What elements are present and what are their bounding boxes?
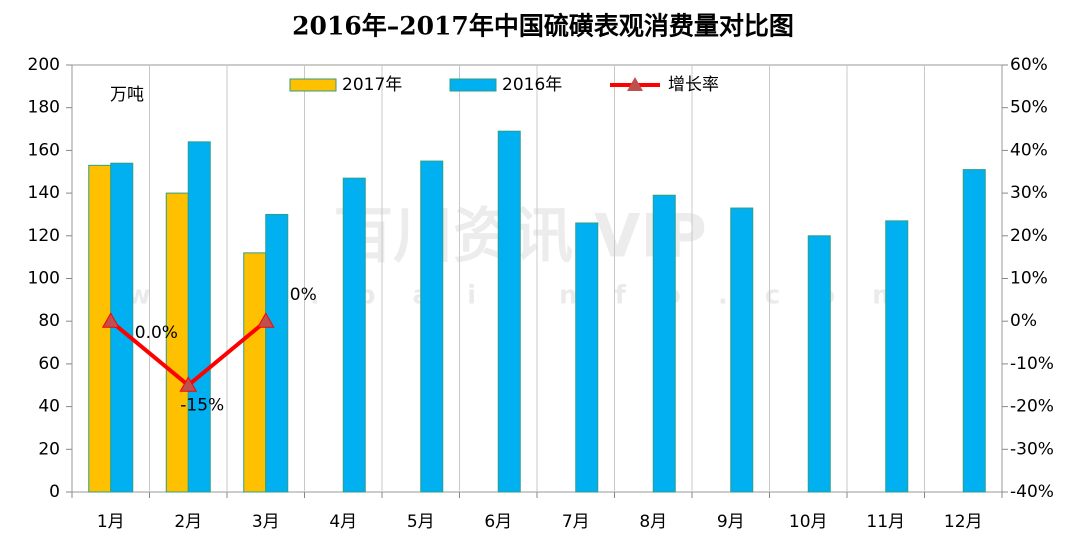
y2-tick-label: 40% [1010,140,1048,160]
bar [265,213,289,493]
bar [885,220,909,493]
y2-tick-label: -20% [1010,397,1054,417]
y-tick-label: 120 [28,226,60,246]
x-tick-label: 8月 [639,512,667,532]
y-tick-label: 20 [38,439,60,459]
y2-tick-label: -40% [1010,482,1054,502]
data-label: -15% [180,395,224,415]
x-tick-label: 7月 [562,512,590,532]
x-tick-label: 11月 [866,512,905,532]
y2-tick-label: 50% [1010,98,1048,118]
legend-label: 增长率 [668,75,719,95]
bar [962,169,986,493]
legend-label: 2017年 [342,75,402,95]
marker [256,312,275,328]
legend-swatch [289,78,337,92]
x-tick-label: 3月 [252,512,280,532]
bar [807,235,831,493]
marker [101,312,120,328]
legend-swatch [627,77,643,91]
chart-title: 2016年–2017年中国硫磺表观消费量对比图 [292,12,794,41]
bar [652,194,676,493]
y-tick-label: 40 [38,397,60,417]
bar [497,130,521,493]
bar [575,222,599,493]
x-tick-label: 5月 [407,512,435,532]
legend-swatch [449,78,497,92]
bar [342,177,366,493]
y-tick-label: 180 [28,98,60,118]
data-label: 0.0% [135,323,178,343]
bar [243,252,267,493]
bar [88,164,112,493]
bar [420,160,444,493]
x-tick-label: 12月 [944,512,983,532]
y2-tick-label: -30% [1010,439,1054,459]
y2-tick-label: 60% [1010,55,1048,75]
bar [187,141,211,493]
y-tick-label: 140 [28,183,60,203]
x-tick-label: 1月 [97,512,125,532]
y2-tick-label: -10% [1010,354,1054,374]
x-tick-label: 2月 [174,512,202,532]
x-tick-label: 9月 [717,512,745,532]
y-tick-label: 200 [28,55,60,75]
x-tick-label: 6月 [484,512,512,532]
y2-tick-label: 30% [1010,183,1048,203]
y-tick-label: 0 [49,482,60,502]
y2-tick-label: 0% [1010,311,1037,331]
unit-label: 万吨 [110,85,144,105]
y-tick-label: 80 [38,311,60,331]
x-tick-label: 4月 [329,512,357,532]
marker [179,376,198,392]
y-tick-label: 160 [28,140,60,160]
y2-tick-label: 10% [1010,269,1048,289]
legend-label: 2016年 [502,75,562,95]
bar [730,207,754,493]
y-tick-label: 100 [28,269,60,289]
y2-tick-label: 20% [1010,226,1048,246]
y-tick-label: 60 [38,354,60,374]
data-label: 0% [290,285,317,305]
x-tick-label: 10月 [789,512,828,532]
